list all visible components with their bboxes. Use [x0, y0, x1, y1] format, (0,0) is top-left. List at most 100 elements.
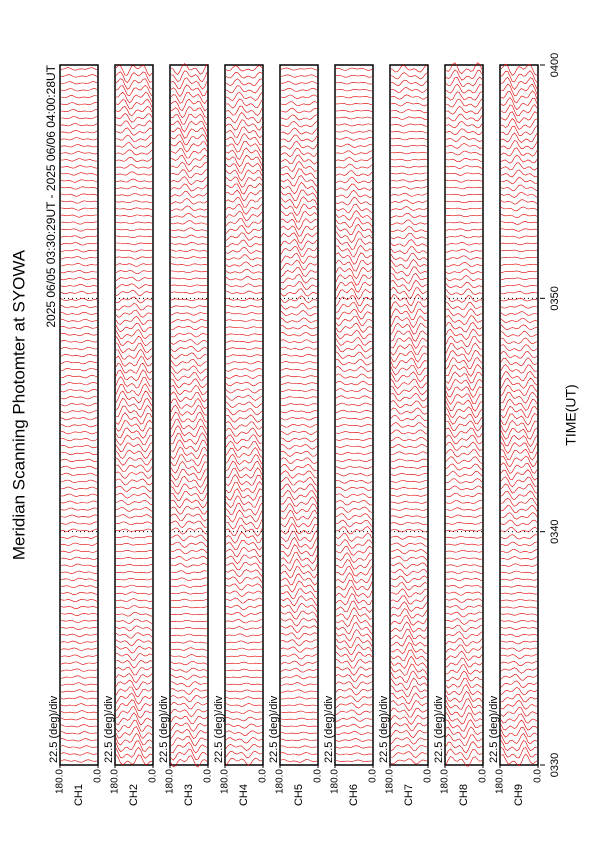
scan-trace — [225, 539, 263, 551]
panel-scale: 22.5 (deg)/div — [378, 695, 390, 763]
scan-trace — [225, 576, 263, 584]
scan-trace — [225, 98, 263, 109]
scan-trace — [335, 316, 373, 327]
scan-trace — [390, 663, 428, 676]
scan-trace — [280, 94, 318, 99]
scan-trace — [500, 512, 538, 520]
scan-trace — [280, 196, 318, 209]
scan-trace — [115, 706, 153, 719]
scan-trace — [60, 710, 98, 714]
scan-trace — [225, 254, 263, 261]
scan-trace — [60, 123, 98, 127]
scan-trace — [335, 176, 373, 184]
scan-trace — [60, 382, 98, 386]
scan-trace — [115, 335, 153, 347]
scan-trace — [500, 435, 538, 447]
scan-trace — [115, 639, 153, 647]
scan-trace — [335, 745, 373, 749]
scan-trace — [280, 573, 318, 586]
scan-trace — [225, 162, 263, 174]
scan-trace — [170, 446, 208, 460]
scan-trace — [500, 284, 538, 288]
scan-trace — [445, 221, 483, 225]
scan-trace — [280, 246, 318, 257]
scan-trace — [225, 218, 263, 228]
scan-trace — [335, 274, 373, 286]
scan-trace — [115, 390, 153, 404]
scan-trace — [281, 389, 318, 392]
scan-trace — [500, 640, 538, 645]
scan-trace — [60, 486, 98, 490]
scan-trace — [60, 424, 98, 428]
scan-trace — [170, 418, 208, 431]
scan-trace — [500, 154, 538, 164]
scan-traces — [170, 63, 208, 768]
scan-trace — [390, 239, 428, 247]
scan-trace — [335, 281, 373, 293]
scan-trace — [500, 490, 538, 501]
scan-trace — [170, 591, 208, 595]
scan-trace — [335, 150, 373, 155]
scan-trace — [225, 597, 263, 604]
scan-trace — [225, 276, 263, 281]
panel-scale: 22.5 (deg)/div — [48, 695, 60, 763]
scan-trace — [280, 588, 318, 600]
scan-trace — [280, 530, 318, 542]
scan-trace — [225, 633, 263, 637]
scan-trace — [335, 723, 373, 729]
scan-trace — [445, 69, 483, 81]
scan-trace — [335, 329, 373, 340]
scan-trace — [390, 371, 428, 383]
scan-trace — [170, 439, 208, 453]
scan-trace — [390, 137, 428, 141]
scan-trace — [280, 107, 318, 114]
scan-trace — [445, 712, 483, 725]
scan-trace — [225, 326, 263, 329]
scan-trace — [115, 492, 153, 499]
scan-trace — [60, 193, 98, 197]
scan-trace — [60, 95, 98, 99]
scan-trace — [335, 417, 373, 420]
y-tick-label: 0.0 — [148, 769, 159, 783]
scan-trace — [115, 149, 153, 156]
scan-trace — [500, 526, 538, 533]
scan-trace — [445, 321, 483, 333]
scan-trace — [115, 507, 153, 512]
scan-trace — [280, 295, 318, 304]
scan-trace — [390, 385, 428, 396]
scan-trace — [170, 404, 208, 416]
scan-trace — [115, 221, 153, 225]
scan-trace — [60, 542, 98, 546]
scan-trace — [225, 668, 262, 672]
scan-trace — [170, 674, 208, 680]
scan-trace — [390, 151, 428, 155]
scan-trace — [170, 98, 208, 112]
scan-trace — [280, 682, 318, 686]
scan-trace — [115, 342, 153, 354]
scan-trace — [170, 626, 208, 630]
scan-trace — [500, 719, 538, 731]
scan-trace — [280, 558, 318, 572]
scan-trace — [391, 172, 427, 176]
scan-trace — [500, 90, 538, 104]
scan-trace — [170, 113, 208, 126]
scan-trace — [280, 375, 318, 378]
scan-trace — [390, 744, 428, 752]
scan-trace — [335, 479, 373, 484]
scan-trace — [170, 371, 208, 381]
scan-trace — [115, 535, 153, 539]
scan-trace — [115, 303, 153, 311]
scan-trace — [170, 432, 208, 445]
scan-trace — [445, 248, 483, 253]
scan-trace — [115, 577, 153, 581]
scan-trace — [335, 519, 373, 528]
scan-trace — [280, 140, 318, 150]
scan-trace — [335, 358, 373, 366]
scan-trace — [280, 537, 318, 550]
scan-trace — [115, 71, 153, 84]
scan-trace — [225, 743, 263, 751]
scan-trace — [225, 246, 263, 254]
scan-trace — [225, 531, 263, 544]
scan-trace — [60, 696, 98, 700]
scan-trace — [445, 193, 483, 197]
